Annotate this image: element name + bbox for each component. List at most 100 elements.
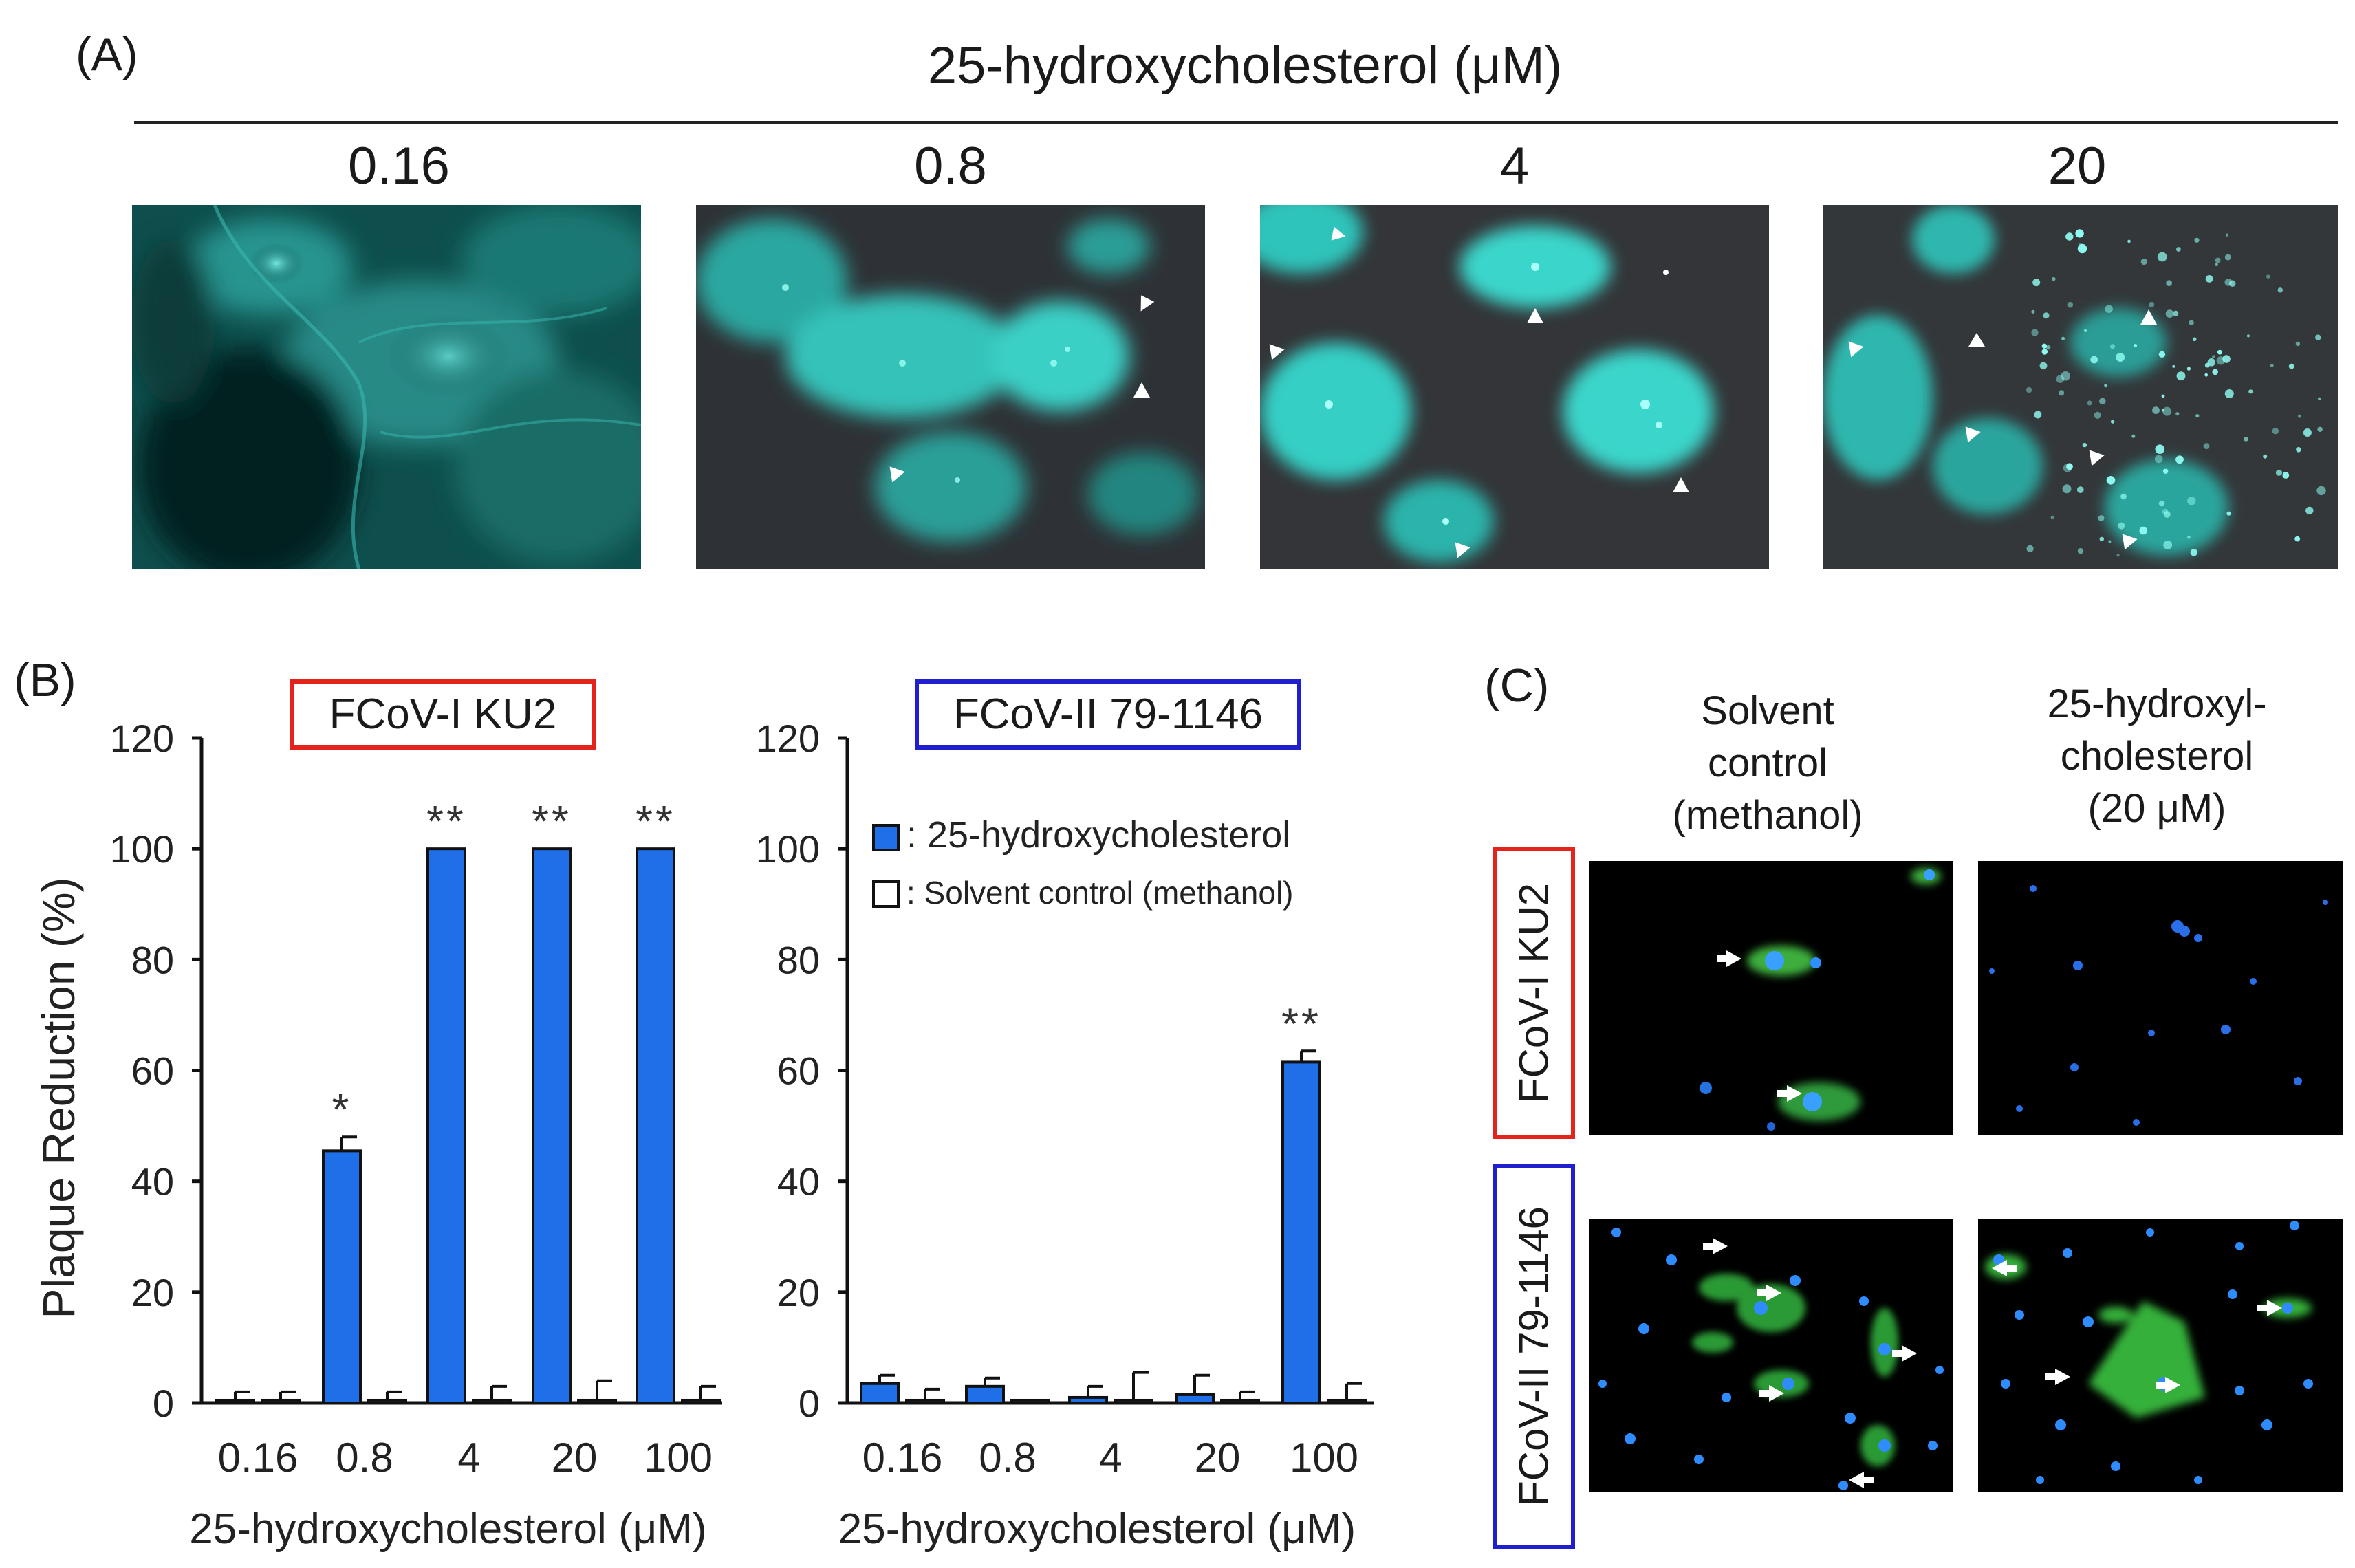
fluorescent-speckle xyxy=(2083,329,2087,332)
y-tick-label: 80 xyxy=(131,938,174,981)
y-tick-label: 80 xyxy=(777,938,820,981)
header-rule xyxy=(134,121,2338,124)
legend-label: : 25-hydroxycholesterol xyxy=(907,814,1290,856)
fluorescent-speckle xyxy=(2212,369,2218,375)
concentration-label: 4 xyxy=(1499,137,1530,195)
panel-c-label: (C) xyxy=(1484,660,1550,712)
fluorescent-speckle xyxy=(2224,279,2233,286)
concentration-label: 0.16 xyxy=(348,137,450,195)
fluorescent-speckle xyxy=(2162,468,2169,474)
fluorescent-speckle xyxy=(2109,344,2116,349)
fluorescent-speckle xyxy=(2031,309,2035,314)
chart2-title: FCoV-II 79-1146 xyxy=(953,690,1263,738)
significance-marker: * xyxy=(332,1085,352,1134)
fluorescent-speckle xyxy=(2127,239,2131,243)
fluorescent-speckle xyxy=(2225,233,2228,237)
x-axis-title: 25-hydroxycholesterol (μM) xyxy=(838,1505,1356,1553)
fluorescent-speckle xyxy=(2161,409,2165,412)
bar xyxy=(860,1382,900,1404)
bar xyxy=(636,847,675,1404)
chart1-title: FCoV-I KU2 xyxy=(329,690,557,738)
bar xyxy=(215,1398,255,1404)
fluorescent-speckle xyxy=(2052,276,2056,281)
fluorescent-speckle xyxy=(2161,394,2165,398)
fluorescent-speckle xyxy=(2303,428,2312,437)
fluorescent-speckle xyxy=(2039,362,2048,370)
x-tick-label: 0.8 xyxy=(979,1435,1036,1481)
chart1-title-box: FCoV-I KU2 xyxy=(290,679,596,750)
fluorescent-speckle xyxy=(2046,345,2051,350)
fluorescent-speckle xyxy=(2176,371,2186,381)
col-header-line: Solvent xyxy=(1701,688,1834,733)
col-header-25hc: 25-hydroxyl- cholesterol (20 μM) xyxy=(1978,678,2336,835)
bar xyxy=(1010,1398,1050,1404)
bar xyxy=(1114,1398,1153,1404)
row-label-ku2: FCoV-I KU2 xyxy=(1510,882,1557,1104)
fluorescent-speckle xyxy=(2190,549,2197,556)
fluorescent-speckle xyxy=(2296,447,2301,453)
fluorescent-speckle xyxy=(2204,373,2209,377)
bar xyxy=(261,1398,301,1404)
bar xyxy=(1068,1395,1108,1404)
bar xyxy=(1175,1393,1215,1404)
micrograph-4 xyxy=(1260,205,1769,569)
y-tick-label: 60 xyxy=(777,1049,820,1093)
fluorescent-speckle xyxy=(2195,414,2200,418)
row-label-79-1146-box: FCoV-II 79-1146 xyxy=(1493,1164,1575,1549)
fluorescent-speckle xyxy=(2318,397,2321,400)
fluorescent-speckle xyxy=(2165,309,2174,318)
bar xyxy=(367,1398,407,1404)
fluorescent-speckle xyxy=(2187,497,2196,505)
bar xyxy=(1327,1398,1367,1404)
y-tick-label: 20 xyxy=(777,1271,820,1314)
fluorescent-speckle xyxy=(2131,434,2136,438)
fluorescent-speckle xyxy=(2316,486,2326,496)
fluorescent-speckle xyxy=(2207,358,2216,367)
fluorescent-speckle xyxy=(2192,337,2197,342)
fluorescent-speckle xyxy=(2077,548,2084,554)
fluorescent-speckle xyxy=(2163,511,2171,518)
fluorescent-speckle xyxy=(2099,536,2104,542)
fluorescent-speckle xyxy=(2078,243,2082,246)
row-label-79-1146: FCoV-II 79-1146 xyxy=(1510,1206,1557,1506)
fluorescent-speckle xyxy=(2226,511,2231,516)
fluorescent-speckle xyxy=(2248,389,2253,394)
fluorescent-speckle xyxy=(2066,463,2073,470)
fluorescent-speckle xyxy=(2062,484,2072,494)
fluorescent-speckle xyxy=(2305,506,2314,515)
bar xyxy=(322,1149,362,1404)
y-tick-label: 100 xyxy=(110,827,174,871)
fluorescent-speckle xyxy=(2246,334,2250,338)
fluorescent-speckle xyxy=(2158,351,2166,358)
fluorescent-speckle xyxy=(2315,334,2321,340)
fluorescent-speckle xyxy=(2061,371,2070,381)
col-header-line: (methanol) xyxy=(1672,793,1863,838)
fluorescent-speckle xyxy=(2031,329,2039,336)
col-header-line: cholesterol xyxy=(2060,734,2254,778)
fluorescent-speckle xyxy=(2118,522,2125,530)
fluorescent-speckle xyxy=(2077,243,2087,254)
fluorescent-speckle xyxy=(2059,390,2065,396)
bar xyxy=(1220,1398,1260,1404)
fluorescent-speckle xyxy=(2026,545,2034,552)
fluorescent-speckle xyxy=(2154,455,2163,464)
fluorescent-speckle xyxy=(2244,437,2248,442)
ifa-79-1146-25hc xyxy=(1978,1219,2343,1492)
fluorescent-speckle xyxy=(2215,263,2218,267)
significance-marker: ** xyxy=(426,796,466,846)
col-header-line: 25-hydroxyl- xyxy=(2047,682,2267,726)
legend-swatch-treatment xyxy=(872,824,900,851)
concentration-label: 0.8 xyxy=(914,137,987,195)
bar xyxy=(532,847,572,1404)
fluorescent-speckle xyxy=(2212,355,2215,358)
fluorescent-speckle xyxy=(2187,535,2191,539)
fluorescent-speckle xyxy=(2041,343,2048,349)
fluorescent-speckle xyxy=(2110,420,2115,424)
col-header-solvent: Solvent control (methanol) xyxy=(1589,685,1946,842)
fluorescent-speckle xyxy=(2090,356,2098,364)
x-tick-label: 100 xyxy=(1290,1435,1358,1481)
panel-b-label: (B) xyxy=(14,654,76,706)
fluorescent-speckle xyxy=(2175,455,2184,464)
ifa-ku2-solvent xyxy=(1589,861,1953,1135)
chart-ku2: 0 20 40 60 80 100 120 0.16 0.8 * 4 ** 20 ** 100 ** 25-hy… xyxy=(33,717,722,1553)
